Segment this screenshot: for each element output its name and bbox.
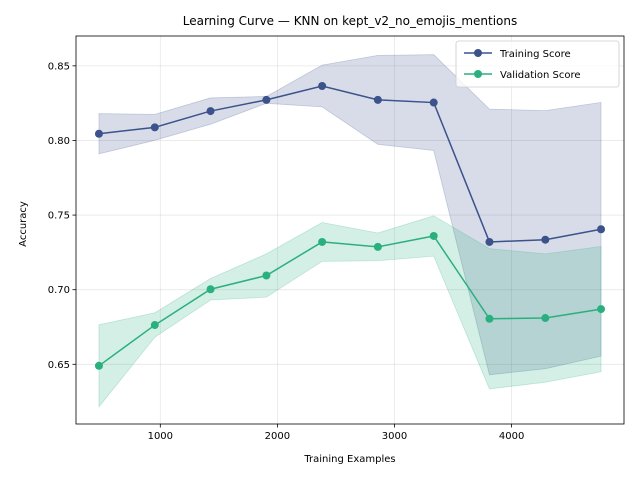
point-0-2: [206, 107, 215, 116]
point-1-8: [541, 314, 550, 323]
plot-area-frame: [75, 35, 625, 425]
point-0-8: [541, 235, 550, 244]
x-tick-label: 4000: [499, 431, 524, 442]
y-axis-ticks: 0.65 0.70 0.75 0.80 0.85: [48, 61, 76, 371]
point-1-1: [150, 321, 159, 330]
point-0-7: [485, 237, 494, 246]
legend-box: [455, 40, 620, 88]
point-1-6: [429, 231, 438, 240]
legend: Training Score Validation Score: [455, 40, 620, 88]
point-1-0: [94, 361, 103, 370]
x-axis-ticks: 1000 2000 3000 4000: [148, 424, 524, 442]
band-1: [98, 215, 602, 408]
series-lines: [98, 85, 602, 367]
band-0: [98, 54, 602, 376]
point-1-5: [373, 242, 382, 251]
point-1-4: [318, 237, 327, 246]
series-points: [94, 81, 606, 370]
y-tick-label: 0.75: [48, 211, 70, 222]
confidence-bands: [98, 54, 602, 408]
x-axis-label: Training Examples: [303, 454, 395, 465]
y-tick-label: 0.85: [48, 61, 70, 72]
point-0-0: [94, 129, 103, 138]
legend-entry-1: Validation Score: [500, 70, 581, 81]
chart-title: Learning Curve — KNN on kept_v2_no_emoji…: [183, 14, 518, 28]
point-1-3: [262, 271, 271, 280]
y-axis-label: Accuracy: [18, 201, 29, 247]
y-tick-label: 0.65: [48, 360, 70, 371]
point-1-7: [485, 314, 494, 323]
y-tick-label: 0.80: [48, 136, 70, 147]
x-tick-label: 1000: [148, 431, 173, 442]
series-line-1: [98, 235, 602, 367]
x-tick-label: 3000: [382, 431, 407, 442]
point-0-5: [373, 95, 382, 104]
point-0-1: [150, 123, 159, 132]
point-0-4: [318, 81, 327, 90]
point-0-6: [429, 98, 438, 107]
x-tick-label: 2000: [265, 431, 290, 442]
legend-marker-0: [474, 49, 482, 57]
series-line-0: [98, 85, 602, 243]
legend-marker-1: [474, 70, 482, 78]
point-0-9: [597, 225, 606, 234]
point-1-2: [206, 285, 215, 294]
legend-entry-0: Training Score: [499, 49, 571, 60]
y-tick-label: 0.70: [48, 285, 70, 296]
point-1-9: [597, 305, 606, 314]
point-0-3: [262, 95, 271, 104]
